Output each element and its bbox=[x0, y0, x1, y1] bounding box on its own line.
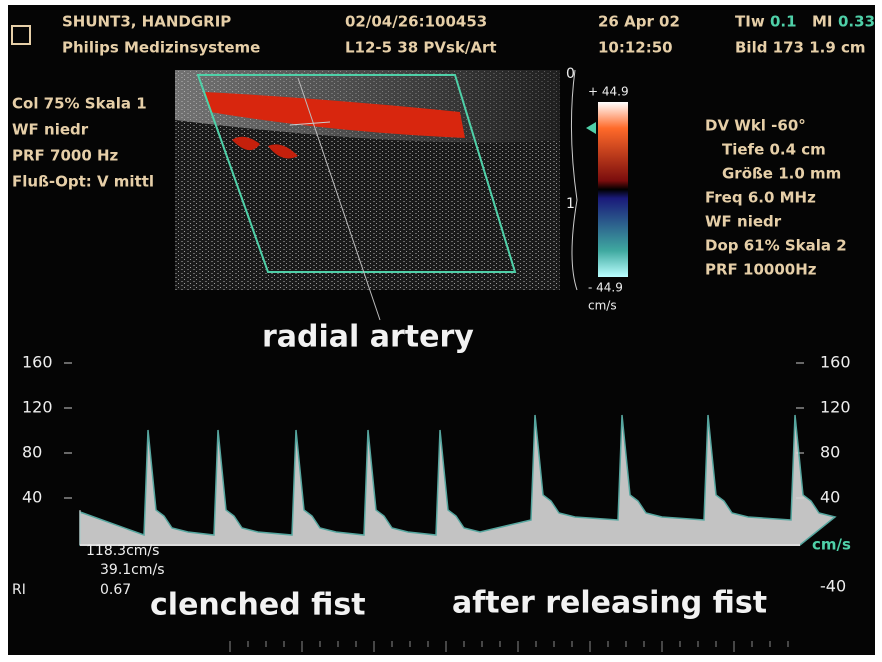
setting: WF niedr bbox=[705, 213, 782, 231]
spectral-waveform bbox=[79, 414, 837, 546]
doppler-cursor bbox=[297, 77, 381, 321]
ri-label: RI bbox=[12, 582, 26, 598]
setting: Freq 6.0 MHz bbox=[705, 189, 816, 207]
color-flow-branch bbox=[232, 136, 298, 159]
sample-gate bbox=[289, 121, 331, 126]
color-flow-vessel bbox=[205, 92, 465, 138]
color-bar-max: + 44.9 bbox=[588, 85, 629, 99]
color-bar-unit: cm/s bbox=[588, 299, 617, 313]
doppler-spectrum: 160 120 80 40 160 120 80 40 bbox=[22, 353, 851, 546]
y-tick-label: 40 bbox=[820, 488, 840, 507]
caption: after releasing fist bbox=[452, 586, 767, 621]
mi-value: 0.33 bbox=[838, 13, 875, 31]
caption: clenched fist bbox=[150, 588, 366, 623]
time: 10:12:50 bbox=[598, 39, 673, 57]
exam-id: 02/04/26:100453 bbox=[345, 13, 487, 31]
doppler-settings: DV Wkl -60° Tiefe 0.4 cm Größe 1.0 mm Freq … bbox=[705, 117, 847, 279]
setting: Dop 61% Skala 2 bbox=[705, 237, 847, 255]
y-tick-label: 80 bbox=[820, 443, 840, 462]
ri-value: 0.67 bbox=[100, 582, 131, 598]
frame-info: Bild 173 1.9 cm bbox=[735, 39, 866, 57]
y-tick-label: 120 bbox=[22, 398, 53, 417]
tiw-value: 0.1 bbox=[770, 13, 797, 31]
date: 26 Apr 02 bbox=[598, 13, 680, 31]
vendor: Philips Medizinsysteme bbox=[62, 39, 260, 57]
color-bar-min: - 44.9 bbox=[588, 281, 623, 295]
y-tick-label: 40 bbox=[22, 488, 42, 507]
logo-icon bbox=[11, 25, 31, 45]
setting: WF niedr bbox=[12, 121, 89, 139]
baseline-marker bbox=[586, 122, 596, 134]
time-ticks bbox=[229, 641, 789, 652]
color-bar bbox=[598, 102, 628, 277]
setting: Tiefe 0.4 cm bbox=[722, 141, 826, 159]
y-tick-label: 160 bbox=[22, 353, 53, 372]
setting: Col 75% Skala 1 bbox=[12, 95, 147, 113]
color-box bbox=[196, 74, 517, 273]
setting: Fluß-Opt: V mittl bbox=[12, 173, 154, 191]
depth-label: 1 bbox=[566, 196, 575, 212]
setting: Größe 1.0 mm bbox=[722, 165, 841, 183]
color-settings: Col 75% Skala 1 WF niedr PRF 7000 Hz Fluß-O… bbox=[12, 95, 154, 191]
end-diastolic-velocity: 39.1cm/s bbox=[100, 562, 165, 578]
setting: DV Wkl -60° bbox=[705, 117, 806, 135]
spectrum-unit: cm/s bbox=[812, 536, 851, 554]
depth-label: 0 bbox=[566, 66, 575, 82]
annotation: radial artery bbox=[262, 320, 474, 355]
depth-scale bbox=[570, 69, 578, 291]
tiw-label: TIw bbox=[735, 13, 765, 31]
setting: PRF 10000Hz bbox=[705, 261, 817, 279]
setting: PRF 7000 Hz bbox=[12, 147, 119, 165]
peak-velocity: 118.3cm/s bbox=[86, 543, 159, 559]
mi-label: MI bbox=[812, 13, 833, 31]
y-tick-label: 80 bbox=[22, 443, 42, 462]
exam-name: SHUNT3, HANDGRIP bbox=[62, 13, 231, 31]
y-tick-label: 160 bbox=[820, 353, 851, 372]
probe: L12-5 38 PVsk/Art bbox=[345, 39, 497, 57]
negative-tick: -40 bbox=[820, 577, 846, 596]
y-tick-label: 120 bbox=[820, 398, 851, 417]
